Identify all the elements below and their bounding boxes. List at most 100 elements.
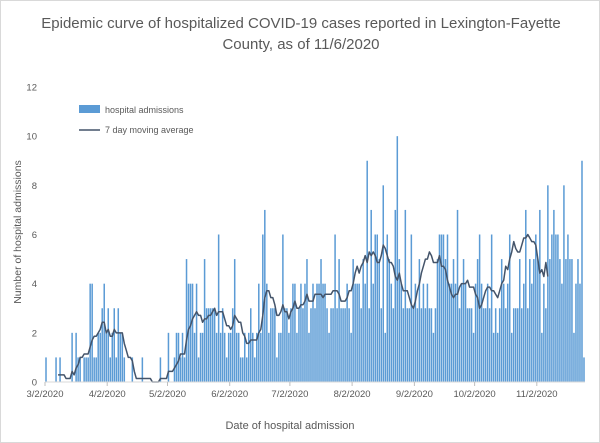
bar xyxy=(374,234,376,382)
bar xyxy=(472,332,475,382)
bar xyxy=(362,259,364,382)
bar xyxy=(131,357,134,382)
bar xyxy=(99,332,101,382)
bar xyxy=(219,332,222,382)
bar xyxy=(193,332,196,382)
bar xyxy=(406,308,409,382)
bar xyxy=(408,308,411,382)
bar xyxy=(159,357,162,382)
bar xyxy=(302,308,304,382)
bar xyxy=(320,259,322,382)
bar xyxy=(298,308,300,382)
x-tick-label: 11/2/2020 xyxy=(516,389,558,400)
bar xyxy=(392,308,395,382)
bar xyxy=(85,357,87,382)
bar xyxy=(482,308,485,382)
bar xyxy=(370,209,372,382)
bar xyxy=(366,160,368,382)
bar xyxy=(113,308,116,382)
bar xyxy=(577,259,579,382)
bar xyxy=(553,209,555,382)
bar xyxy=(519,259,521,382)
bar xyxy=(380,308,382,382)
bar xyxy=(346,283,348,382)
bar xyxy=(292,283,294,382)
bar xyxy=(561,283,563,382)
bar xyxy=(306,259,308,382)
bar xyxy=(344,308,346,382)
bar xyxy=(332,308,334,382)
bar xyxy=(175,332,178,382)
bar xyxy=(549,259,551,382)
bar xyxy=(107,308,109,382)
bar xyxy=(456,209,459,382)
bar xyxy=(221,308,224,382)
bar xyxy=(535,234,537,382)
bar xyxy=(448,283,451,382)
bar xyxy=(241,357,244,382)
bar xyxy=(430,308,433,382)
bar xyxy=(378,259,380,382)
bar xyxy=(420,308,423,382)
bar xyxy=(77,357,79,382)
bar xyxy=(197,357,200,382)
bar xyxy=(229,332,232,382)
bar xyxy=(440,234,443,382)
bar xyxy=(539,209,541,382)
bar xyxy=(75,332,77,382)
bar xyxy=(181,332,184,382)
bar xyxy=(173,357,176,382)
y-tick-label: 2 xyxy=(32,328,37,339)
bar xyxy=(543,283,545,382)
legend-swatch-hospital-admissions xyxy=(79,105,100,113)
bar xyxy=(248,332,250,382)
y-tick-label: 4 xyxy=(32,279,37,290)
bar xyxy=(268,332,270,382)
bar xyxy=(508,234,511,382)
bar xyxy=(398,259,401,382)
bar xyxy=(179,357,182,382)
bar xyxy=(199,332,202,382)
bar xyxy=(262,234,264,382)
bar xyxy=(442,234,445,382)
bar xyxy=(386,234,389,382)
bar xyxy=(575,283,577,382)
bar xyxy=(486,283,489,382)
bar xyxy=(404,209,407,382)
bar xyxy=(223,332,226,382)
bar xyxy=(280,332,282,382)
bar xyxy=(284,308,286,382)
bar xyxy=(340,308,342,382)
bar xyxy=(458,308,461,382)
bar xyxy=(103,283,105,382)
bar xyxy=(368,308,370,382)
bar xyxy=(394,209,397,382)
bar xyxy=(91,283,93,382)
bar xyxy=(426,283,429,382)
bar xyxy=(211,308,214,382)
bar xyxy=(123,357,126,382)
bar xyxy=(71,332,73,382)
bar xyxy=(350,332,352,382)
bar xyxy=(117,308,120,382)
bar xyxy=(111,332,114,382)
legend-label-moving-average: 7 day moving average xyxy=(105,125,194,135)
y-tick-label: 6 xyxy=(32,230,37,241)
bar xyxy=(531,283,533,382)
bar xyxy=(235,332,238,382)
legend: hospital admissions 7 day moving average xyxy=(79,105,194,135)
bar xyxy=(390,283,393,382)
bar xyxy=(304,283,306,382)
bar xyxy=(488,308,491,382)
bar xyxy=(358,283,360,382)
bar xyxy=(414,283,417,382)
bar xyxy=(231,308,234,382)
bar xyxy=(506,283,509,382)
bar xyxy=(201,332,204,382)
bar xyxy=(300,283,302,382)
bar xyxy=(239,357,242,382)
bar xyxy=(352,259,354,382)
bar xyxy=(454,283,457,382)
bar xyxy=(342,308,344,382)
